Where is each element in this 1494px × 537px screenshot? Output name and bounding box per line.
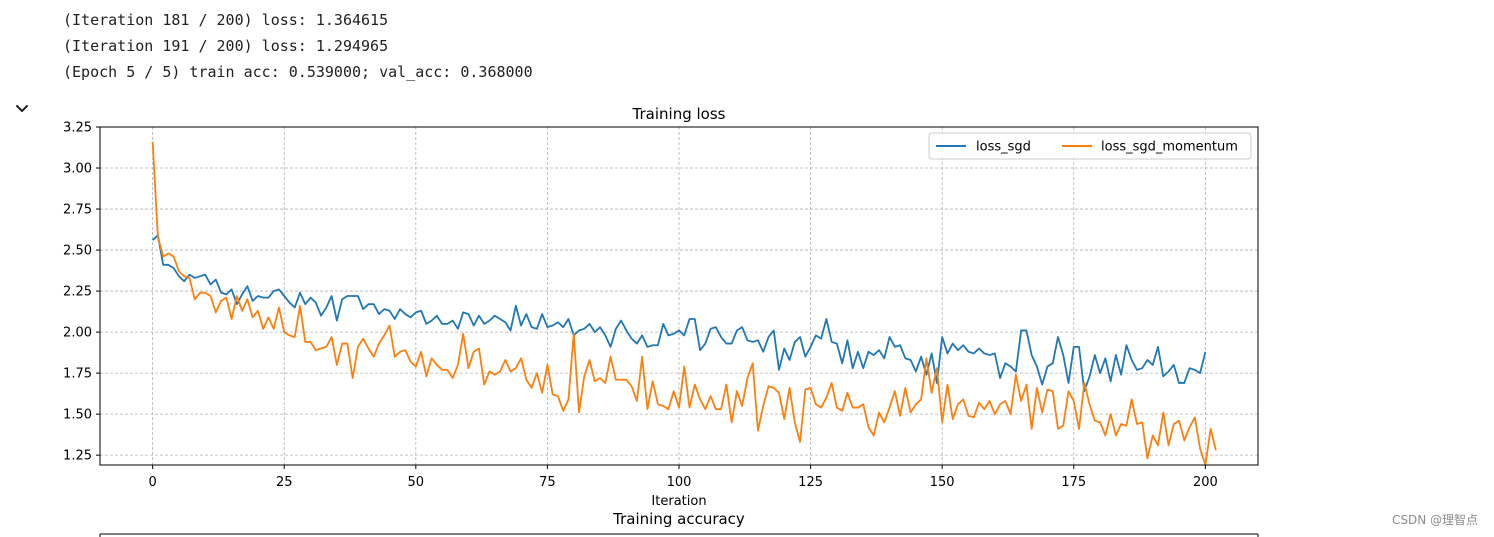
series-line-loss-sgd-momentum — [151, 141, 1217, 466]
log-line: (Iteration 191 / 200) loss: 1.294965 — [63, 37, 389, 55]
y-tick-label: 1.75 — [63, 367, 92, 382]
x-tick-label: 175 — [1061, 475, 1086, 490]
y-tick-label: 2.75 — [63, 203, 92, 218]
chevron-down-icon — [16, 105, 28, 112]
legend: loss_sgd loss_sgd_momentum — [928, 132, 1252, 160]
y-tick-label: 3.00 — [63, 162, 92, 177]
y-tick-label: 2.50 — [63, 244, 92, 259]
x-axis-label: Iteration — [651, 494, 706, 509]
training-loss-chart: 0 25 50 75 100 125 150 175 200 1.25 1.50 1.75 2.00 2.… — [63, 105, 1259, 509]
x-tick-label: 100 — [667, 475, 692, 490]
tick-marks: 0 25 50 75 100 125 150 175 200 1.25 1.50 1.75 2.00 2.… — [63, 121, 1218, 491]
y-tick-label: 2.25 — [63, 285, 92, 300]
x-tick-label: 150 — [930, 475, 955, 490]
x-tick-label: 125 — [798, 475, 823, 490]
y-tick-label: 2.00 — [63, 326, 92, 341]
chart-title: Training loss — [632, 105, 726, 123]
series-line-loss-sgd — [152, 234, 1207, 393]
legend-label-loss-sgd: loss_sgd — [976, 140, 1031, 155]
legend-label-loss-sgd-momentum: loss_sgd_momentum — [1101, 140, 1238, 155]
y-tick-label: 1.50 — [63, 408, 92, 423]
x-tick-label: 0 — [148, 475, 156, 490]
accuracy-chart-title: Training accuracy — [613, 510, 745, 528]
grid — [100, 126, 1258, 465]
y-tick-label: 1.25 — [63, 449, 92, 464]
y-tick-label: 3.25 — [63, 121, 92, 136]
x-tick-label: 200 — [1193, 475, 1218, 490]
x-tick-label: 75 — [539, 475, 556, 490]
x-tick-label: 50 — [408, 475, 425, 490]
collapse-output-button[interactable] — [12, 98, 32, 118]
log-line: (Iteration 181 / 200) loss: 1.364615 — [63, 11, 389, 29]
log-line: (Epoch 5 / 5) train acc: 0.539000; val_a… — [63, 63, 533, 81]
x-tick-label: 25 — [276, 475, 293, 490]
watermark: CSDN @理智点 — [1391, 513, 1478, 527]
series-lines — [151, 141, 1217, 466]
